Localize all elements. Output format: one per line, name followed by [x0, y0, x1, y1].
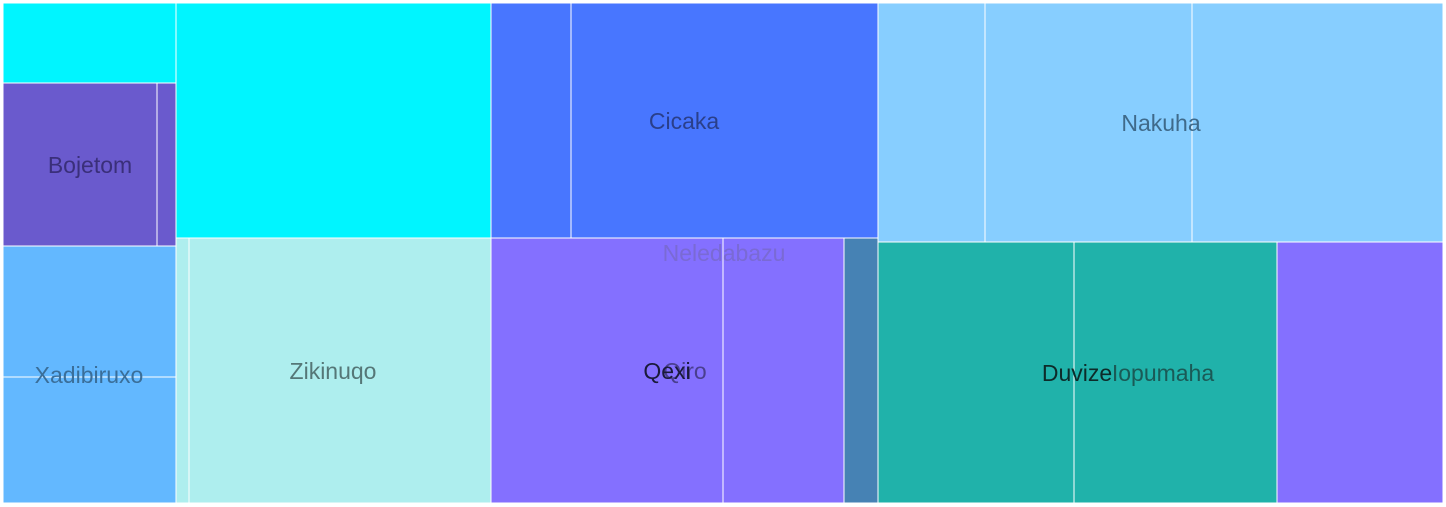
treemap-cell-cicaka-2: [570, 2, 879, 239]
treemap-label-qexi: Qexi: [643, 358, 690, 384]
treemap-cell-xadibiruxo-2: [2, 376, 177, 504]
treemap-label-duvize: Duvize: [1042, 360, 1112, 386]
treemap-cell-zikinuqo-2: [188, 237, 492, 504]
treemap-label-bojetom: Bojetom: [48, 152, 132, 178]
labels-layer: Neledabazu Bojetom Cicaka Nakuha Xadibiruxo Z…: [35, 108, 1215, 388]
treemap-cell-qexi-1: [490, 237, 724, 504]
treemap-cell-qiro-2: [843, 237, 879, 504]
treemap-cell-bojetom-4: [175, 2, 492, 239]
treemap-cell-bojetom-2: [2, 82, 158, 247]
treemap-cell-nakuha-1: [877, 2, 986, 243]
treemap-cell-bojetom-1: [2, 2, 177, 84]
treemap-cell-cicaka-1: [490, 2, 572, 239]
treemap-cell-qiro-1: [722, 237, 845, 504]
treemap-cell-iopumaha-2: [1276, 241, 1444, 504]
treemap-label-neledabazu: Neledabazu: [663, 240, 786, 266]
treemap-cell-nakuha-2: [984, 2, 1193, 243]
treemap-label-zikinuqo: Zikinuqo: [290, 358, 377, 384]
treemap-label-xadibiruxo: Xadibiruxo: [35, 362, 144, 388]
treemap-cell-xadibiruxo-1: [2, 245, 177, 378]
treemap-cell-nakuha-3: [1191, 2, 1444, 243]
treemap-cell-bojetom-3: [156, 82, 177, 247]
treemap-label-iopumaha: Iopumaha: [1112, 360, 1215, 386]
treemap-cell-zikinuqo-1: [175, 237, 190, 504]
treemap-label-qiro: Qiro: [663, 358, 706, 384]
treemap-label-cicaka: Cicaka: [649, 108, 720, 134]
treemap-label-nakuha: Nakuha: [1121, 110, 1200, 136]
